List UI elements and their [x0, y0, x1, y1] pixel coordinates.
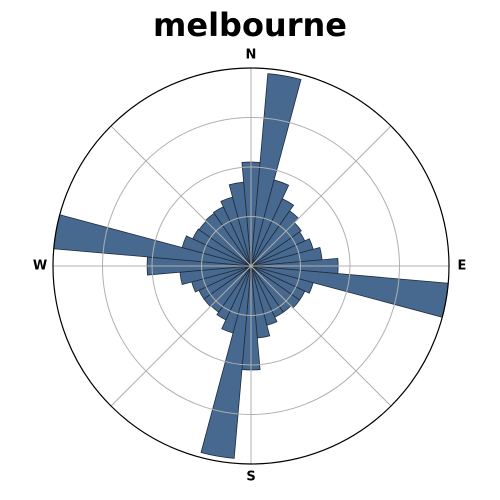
direction-label-E: E [458, 259, 467, 274]
direction-label-W: W [33, 259, 47, 274]
rose-bar-20 [250, 179, 290, 267]
rose-bar-200 [221, 265, 252, 334]
direction-label-S: S [246, 470, 255, 485]
rose-bar-30 [250, 198, 295, 267]
rose-bar-350 [228, 181, 252, 267]
angular-gridline-225 [110, 265, 252, 407]
polar-frame [52, 67, 450, 465]
rose-bar-300 [192, 228, 252, 267]
direction-label-N: N [246, 48, 257, 63]
angular-gridline-315 [110, 125, 252, 267]
rose-bar-110 [250, 265, 314, 294]
angular-gridline-45 [250, 125, 392, 267]
angular-gridline-135 [250, 265, 392, 407]
rose-bar-210 [216, 265, 252, 321]
rose-bar-290 [181, 235, 252, 267]
grid-layer [52, 67, 450, 465]
direction-labels: N E S W [33, 48, 467, 485]
chart-title: melbourne [153, 6, 347, 44]
